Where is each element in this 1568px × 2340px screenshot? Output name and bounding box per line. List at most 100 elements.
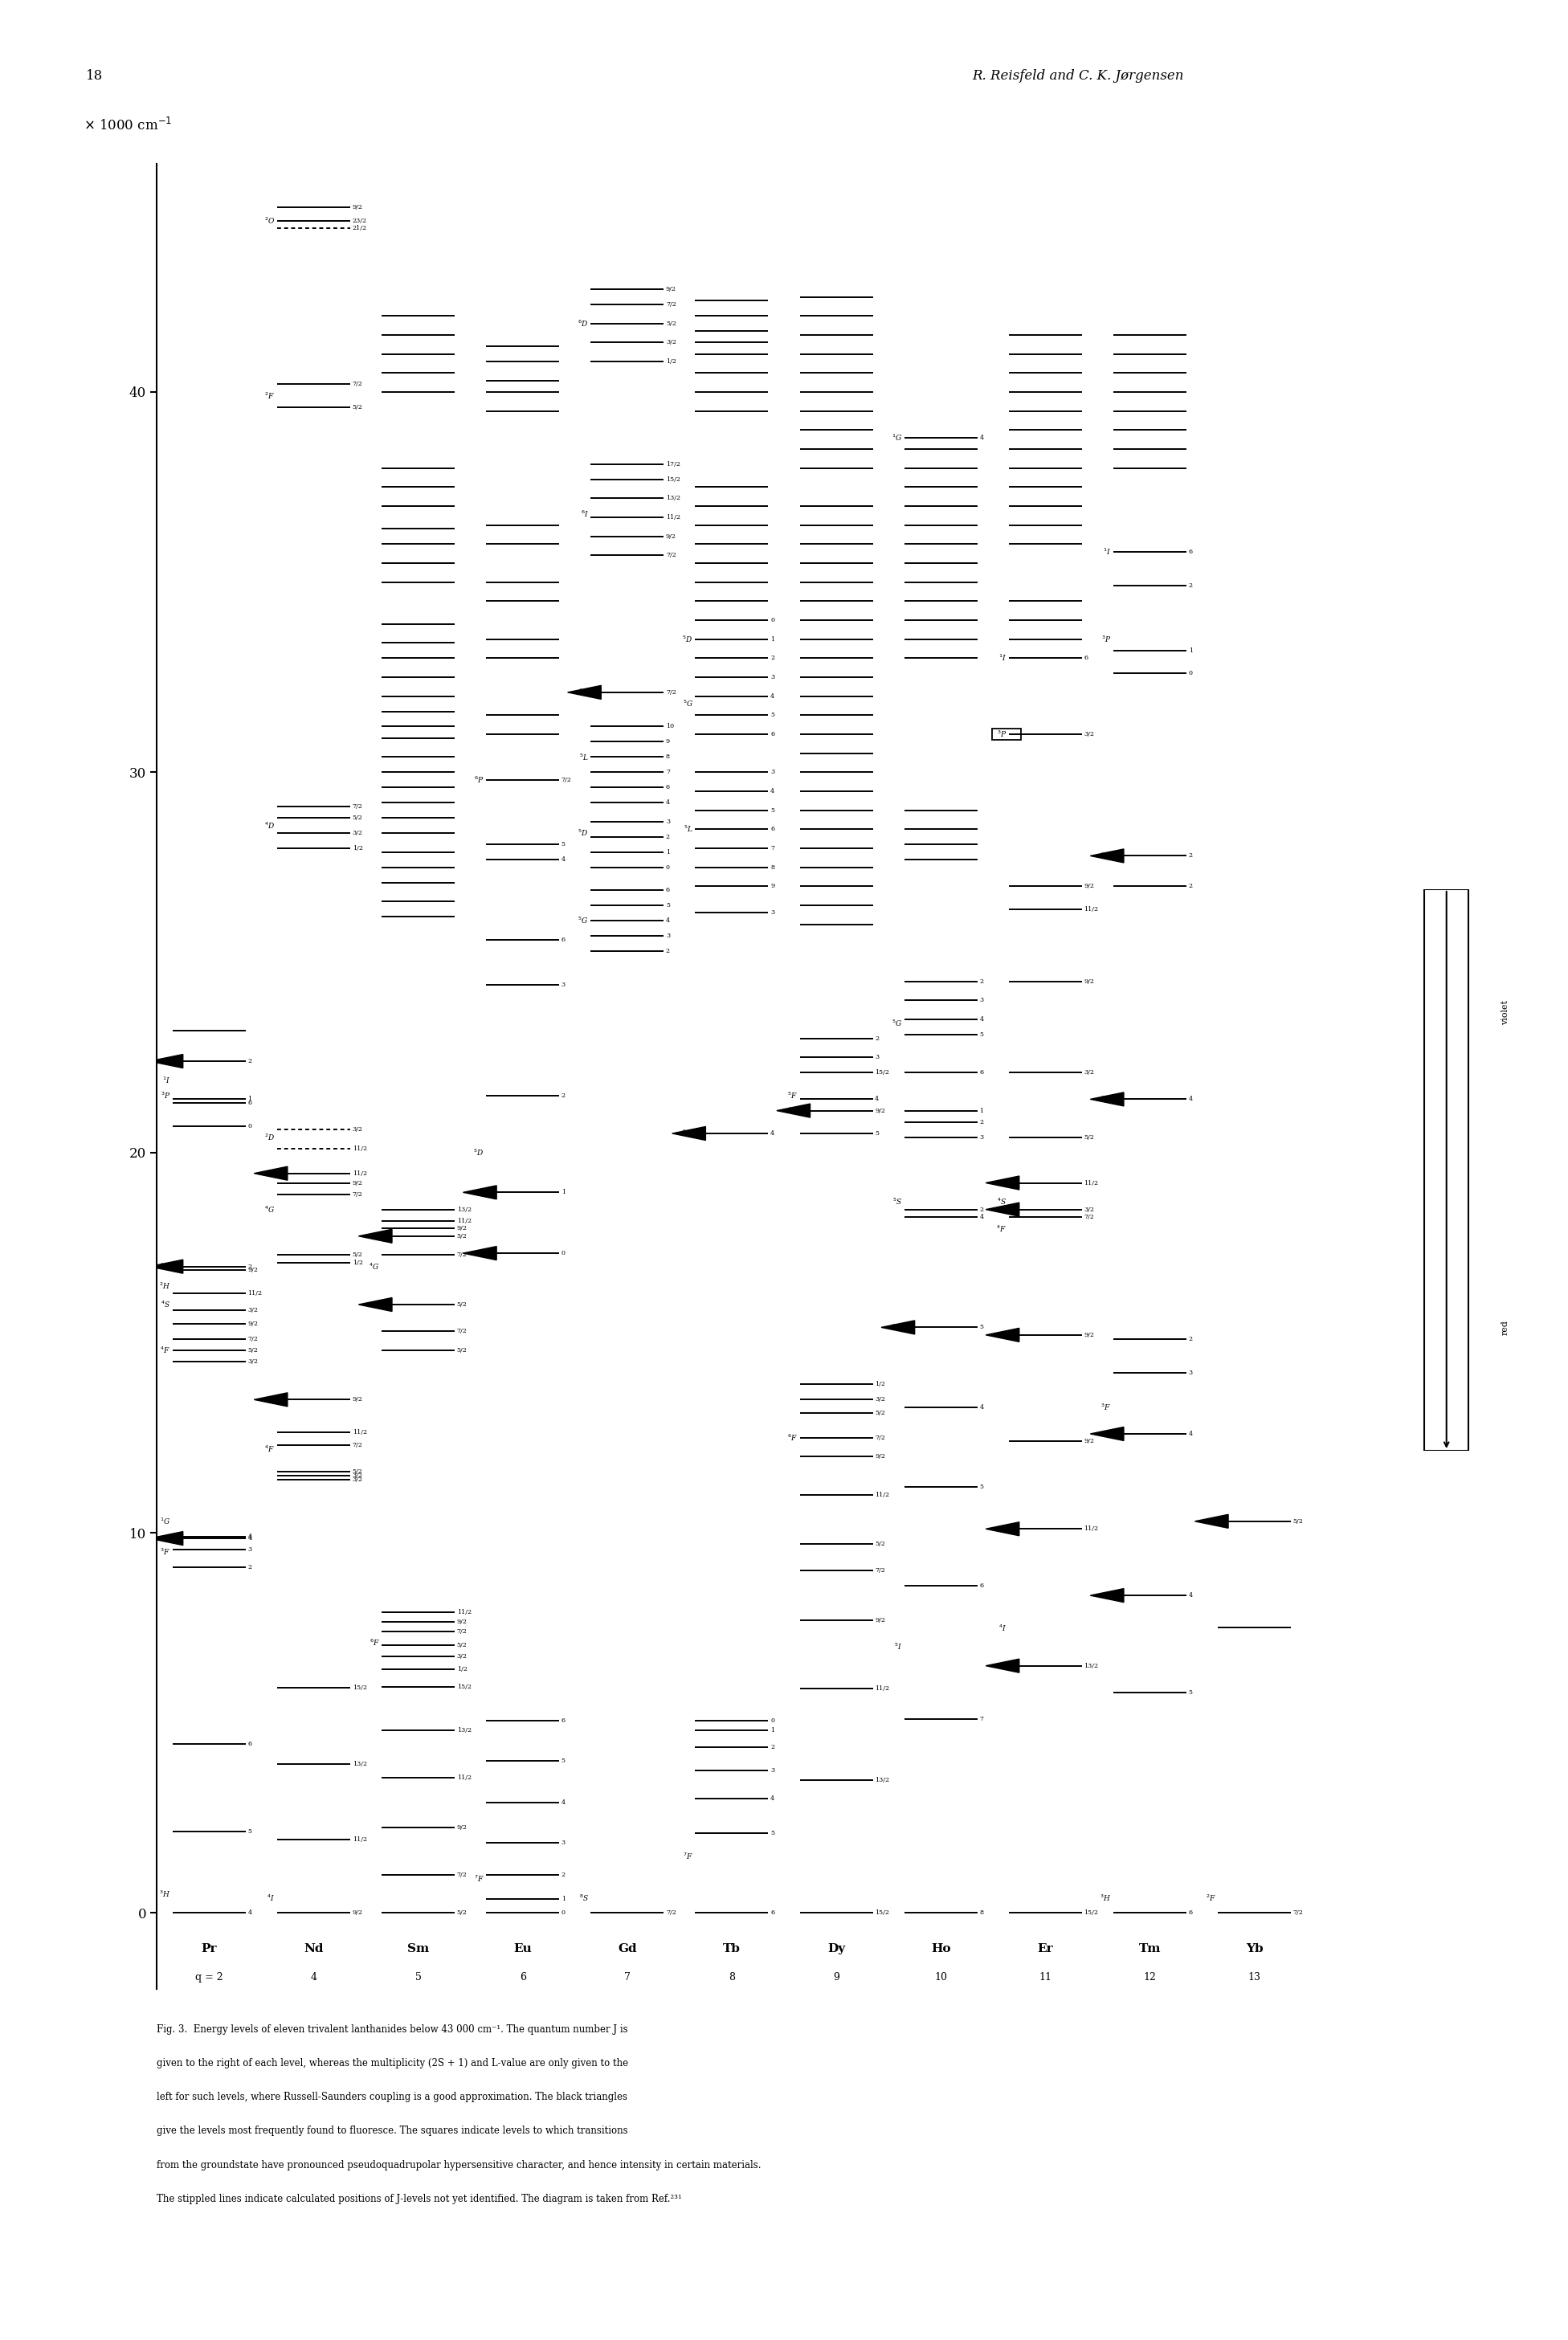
Text: 3: 3 xyxy=(770,1767,775,1774)
Text: 1/2: 1/2 xyxy=(666,358,676,365)
Text: $^4$D: $^4$D xyxy=(263,821,274,831)
Text: 15/2: 15/2 xyxy=(875,1909,889,1916)
Text: 2: 2 xyxy=(770,1743,775,1750)
Text: $^5$D: $^5$D xyxy=(682,634,693,644)
Text: 5/2: 5/2 xyxy=(1083,1135,1094,1140)
Polygon shape xyxy=(1195,1514,1228,1528)
Text: 4: 4 xyxy=(248,1533,252,1540)
Text: 13/2: 13/2 xyxy=(456,1207,472,1212)
Text: 7/2: 7/2 xyxy=(353,381,362,388)
Text: 5: 5 xyxy=(980,1484,983,1491)
Text: 9/2: 9/2 xyxy=(1083,882,1094,889)
Text: 3: 3 xyxy=(770,674,775,681)
Text: 7/2: 7/2 xyxy=(353,803,362,810)
Text: $^4$F: $^4$F xyxy=(160,1346,171,1355)
Text: 2: 2 xyxy=(248,1058,252,1065)
Text: Yb: Yb xyxy=(1245,1942,1264,1954)
Text: $\times$ 1000 cm$^{-1}$: $\times$ 1000 cm$^{-1}$ xyxy=(83,117,172,133)
Text: 4: 4 xyxy=(770,1795,775,1802)
Text: 1: 1 xyxy=(770,636,775,641)
Text: $^1$D: $^1$D xyxy=(1101,852,1112,861)
Text: 5: 5 xyxy=(770,711,775,718)
Text: 5/2: 5/2 xyxy=(875,1542,886,1547)
Text: violet: violet xyxy=(1502,999,1510,1025)
Polygon shape xyxy=(149,1055,183,1067)
Text: 11/2: 11/2 xyxy=(456,1217,472,1224)
Polygon shape xyxy=(1090,1093,1124,1107)
Text: $^1$D: $^1$D xyxy=(160,1261,171,1271)
Text: 11: 11 xyxy=(1040,1973,1052,1982)
Text: 7/2: 7/2 xyxy=(666,1909,676,1916)
Text: $^6$F: $^6$F xyxy=(368,1638,379,1647)
Text: 5: 5 xyxy=(980,1324,983,1331)
Text: Eu: Eu xyxy=(514,1942,532,1954)
Text: 1: 1 xyxy=(248,1095,252,1102)
Text: $^3$P: $^3$P xyxy=(160,1090,171,1100)
Text: 3: 3 xyxy=(875,1055,880,1060)
Text: 5/2: 5/2 xyxy=(456,1643,467,1647)
Text: 5/2: 5/2 xyxy=(666,321,676,328)
Text: $^5$L: $^5$L xyxy=(684,824,693,835)
Text: 3/2: 3/2 xyxy=(248,1360,259,1364)
Polygon shape xyxy=(254,1392,287,1406)
Text: 8: 8 xyxy=(729,1973,735,1982)
Polygon shape xyxy=(149,1259,183,1273)
Text: 2: 2 xyxy=(1189,583,1193,590)
Text: Dy: Dy xyxy=(828,1942,845,1954)
Text: 15/2: 15/2 xyxy=(1083,1909,1099,1916)
Text: 9: 9 xyxy=(666,739,670,744)
Text: $^5$G: $^5$G xyxy=(579,915,588,927)
Text: 3: 3 xyxy=(561,1839,566,1846)
Text: $^3$F: $^3$F xyxy=(1101,1402,1112,1413)
Text: 21/2: 21/2 xyxy=(353,225,367,232)
Text: 6: 6 xyxy=(1083,655,1088,662)
Text: 5/2: 5/2 xyxy=(353,405,362,410)
Text: 5: 5 xyxy=(248,1828,252,1835)
Text: $^5$G: $^5$G xyxy=(682,700,693,709)
Text: 4: 4 xyxy=(248,1909,252,1916)
Text: 1: 1 xyxy=(666,849,670,854)
Text: 5: 5 xyxy=(561,1757,566,1764)
Text: 4: 4 xyxy=(1189,1430,1193,1437)
Text: 15/2: 15/2 xyxy=(353,1685,367,1692)
Text: 3/2: 3/2 xyxy=(353,1126,362,1133)
Text: 9/2: 9/2 xyxy=(1083,1331,1094,1338)
Text: 11/2: 11/2 xyxy=(353,1170,367,1177)
Text: 7/2: 7/2 xyxy=(456,1872,467,1879)
Text: 2: 2 xyxy=(875,1034,880,1041)
Text: 1: 1 xyxy=(561,1189,566,1196)
Text: 13/2: 13/2 xyxy=(875,1776,889,1783)
Text: Pr: Pr xyxy=(201,1942,216,1954)
Text: 11/2: 11/2 xyxy=(1083,1179,1099,1186)
Text: 7/2: 7/2 xyxy=(666,552,676,559)
Polygon shape xyxy=(254,1168,287,1179)
Text: 11/2: 11/2 xyxy=(353,1837,367,1844)
Text: $^4$G: $^4$G xyxy=(368,1261,379,1271)
Text: 3: 3 xyxy=(1189,1369,1193,1376)
Text: 4: 4 xyxy=(666,800,670,805)
Text: 9/2: 9/2 xyxy=(353,1909,362,1916)
Text: $^4$F: $^4$F xyxy=(265,1444,274,1453)
Polygon shape xyxy=(463,1186,497,1198)
Text: $^2$F: $^2$F xyxy=(265,391,274,400)
Text: $^5$F: $^5$F xyxy=(892,1322,902,1331)
Polygon shape xyxy=(359,1299,392,1310)
Text: 4: 4 xyxy=(561,856,566,863)
Text: 7/2: 7/2 xyxy=(456,1252,467,1259)
Text: 7/2: 7/2 xyxy=(1294,1909,1303,1916)
Text: 3: 3 xyxy=(561,983,566,987)
Text: from the groundstate have pronounced pseudoquadrupolar hypersensitive character,: from the groundstate have pronounced pse… xyxy=(157,2160,762,2169)
Text: 4: 4 xyxy=(980,1214,983,1219)
Text: 6: 6 xyxy=(1189,1909,1193,1916)
Text: Tm: Tm xyxy=(1138,1942,1160,1954)
Text: 6: 6 xyxy=(770,730,775,737)
Text: $^6$F: $^6$F xyxy=(787,1432,798,1444)
Text: 2: 2 xyxy=(1189,852,1193,859)
Text: 9/2: 9/2 xyxy=(875,1107,886,1114)
Text: 4: 4 xyxy=(310,1973,317,1982)
Text: 2: 2 xyxy=(666,948,670,955)
Text: 15/2: 15/2 xyxy=(875,1069,889,1076)
Text: R. Reisfeld and C. K. Jørgensen: R. Reisfeld and C. K. Jørgensen xyxy=(972,70,1184,82)
Text: $^6$D: $^6$D xyxy=(577,318,588,328)
Polygon shape xyxy=(881,1320,914,1334)
